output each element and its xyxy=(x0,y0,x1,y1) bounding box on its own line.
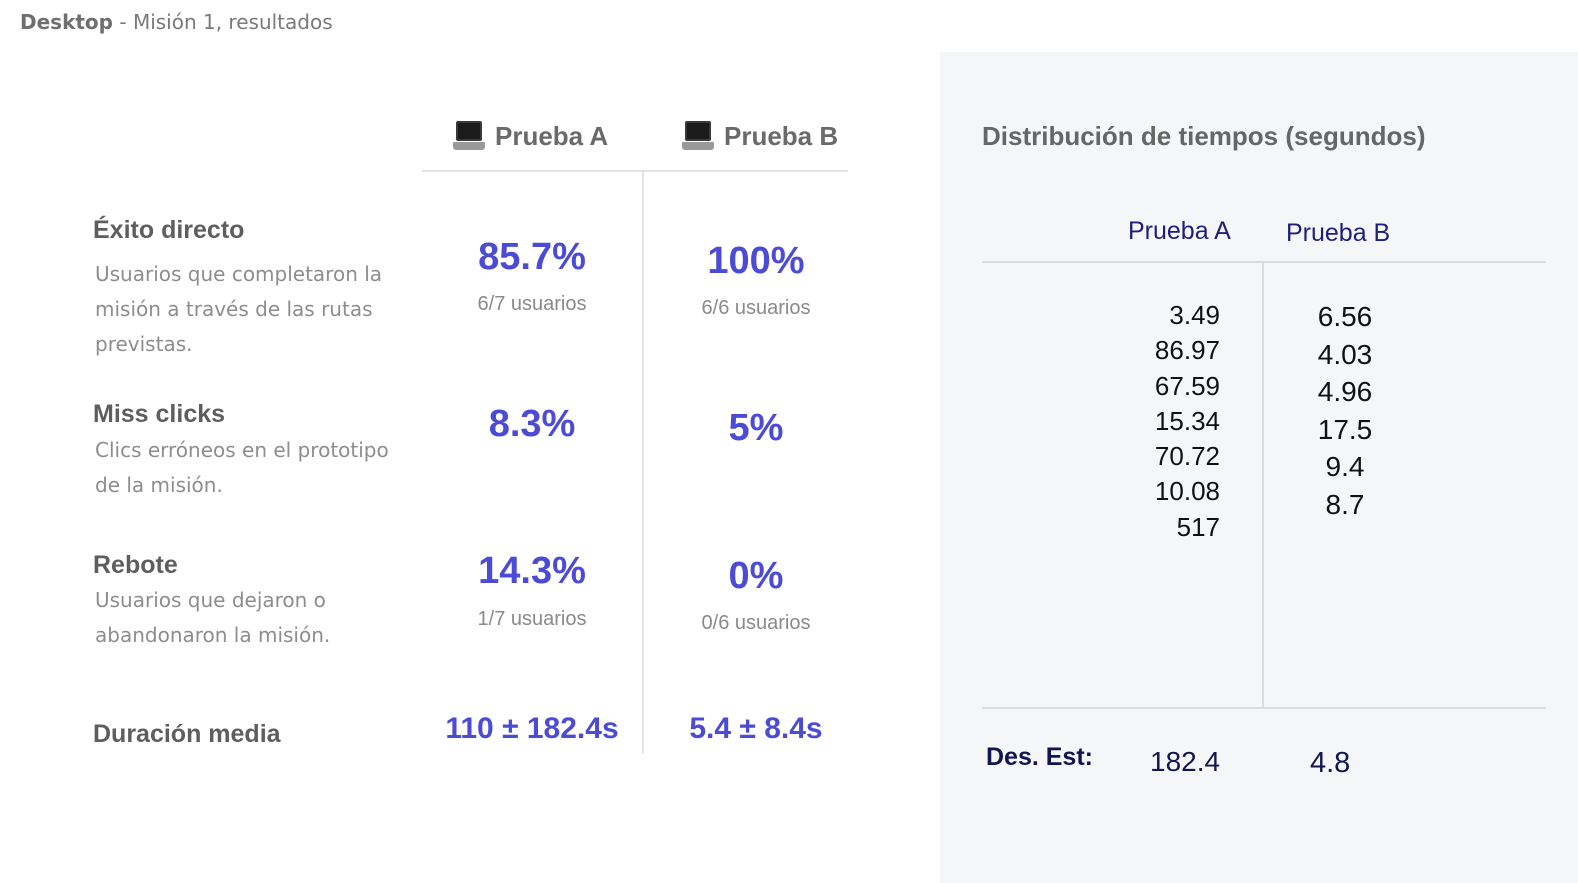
list-item: 4.96 xyxy=(1317,376,1373,407)
device-label: Desktop xyxy=(20,10,113,34)
list-item: 10.08 xyxy=(1154,476,1220,507)
list-item: 4.03 xyxy=(1317,338,1373,370)
list-item: 6.56 xyxy=(1317,301,1373,332)
laptop-icon xyxy=(453,121,485,151)
value-duracion-a: 110 ± 182.4s xyxy=(445,712,619,745)
metric-title-exito: Éxito directo xyxy=(93,216,245,244)
list-item: 67.59 xyxy=(1154,370,1220,401)
value-exito-b: 100% xyxy=(707,240,805,282)
metric-desc-miss: Clics erróneos en el prototipo de la mis… xyxy=(95,438,389,497)
distribution-header-divider xyxy=(982,261,1546,263)
prueba-b-times-list: 6.56 4.03 4.96 17.5 9.4 8.7 xyxy=(1300,298,1390,523)
distribution-panel xyxy=(940,52,1578,883)
header-divider xyxy=(422,170,848,172)
distribution-title: Distribución de tiempos (segundos) xyxy=(982,121,1426,151)
sub-exito-b: 6/6 usuarios xyxy=(701,297,811,319)
list-item: 70.72 xyxy=(1154,441,1220,472)
value-rebote-a: 14.3% xyxy=(478,550,586,592)
prueba-a-times-list: 3.49 86.97 67.59 15.34 70.72 10.08 517 xyxy=(1100,298,1220,545)
metric-desc-exito: Usuarios que completaron la misión a tra… xyxy=(95,262,383,356)
value-duracion-b: 5.4 ± 8.4s xyxy=(689,712,823,745)
value-miss-a: 8.3% xyxy=(488,403,576,445)
page-title: Desktop - Misión 1, resultados xyxy=(20,10,333,34)
column-header-label: Prueba B xyxy=(724,120,839,151)
list-item: 15.34 xyxy=(1154,405,1220,436)
std-dev-b: 4.8 xyxy=(1310,747,1351,779)
std-dev-label: Des. Est: xyxy=(986,743,1093,771)
column-header-label: Prueba A xyxy=(495,120,609,151)
metric-title-duracion: Duración media xyxy=(93,720,281,748)
list-item: 3.49 xyxy=(1169,300,1220,330)
column-header-prueba-b: Prueba B xyxy=(682,116,838,156)
sub-exito-a: 6/7 usuarios xyxy=(477,293,587,315)
distribution-header-a: Prueba A xyxy=(1128,217,1231,245)
column-header-prueba-a: Prueba A xyxy=(453,116,608,156)
distribution-footer-divider xyxy=(982,707,1546,709)
page-subtitle: Misión 1, resultados xyxy=(132,10,333,34)
list-item: 8.7 xyxy=(1325,488,1365,520)
distribution-header-b: Prueba B xyxy=(1286,219,1391,247)
metric-desc-rebote: Usuarios que dejaron o abandonaron la mi… xyxy=(95,588,331,647)
laptop-icon xyxy=(682,121,714,151)
sub-rebote-b: 0/6 usuarios xyxy=(701,612,811,634)
value-exito-a: 85.7% xyxy=(478,236,586,278)
std-dev-a: 182.4 xyxy=(1150,746,1221,777)
list-item: 86.97 xyxy=(1154,335,1220,366)
distribution-column-divider xyxy=(1262,262,1264,708)
metric-title-rebote: Rebote xyxy=(93,551,178,579)
column-divider xyxy=(642,171,644,753)
value-miss-b: 5% xyxy=(728,407,784,449)
value-rebote-b: 0% xyxy=(728,555,784,597)
list-item: 517 xyxy=(1176,511,1220,542)
list-item: 17.5 xyxy=(1317,413,1373,445)
title-separator: - xyxy=(113,10,133,34)
sub-rebote-a: 1/7 usuarios xyxy=(477,608,587,630)
metric-title-miss: Miss clicks xyxy=(93,400,226,428)
list-item: 9.4 xyxy=(1325,451,1365,482)
